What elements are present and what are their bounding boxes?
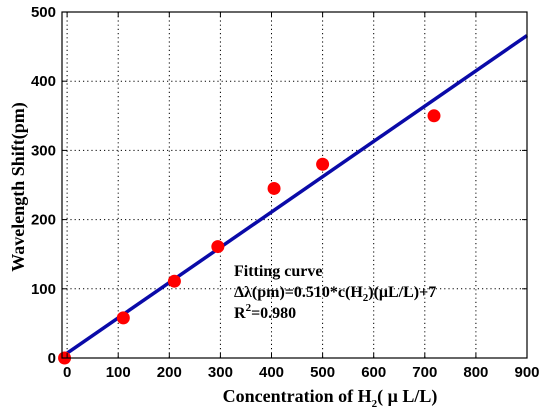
x-tick-label: 200 — [157, 364, 182, 381]
y-tick-label: 500 — [31, 4, 56, 21]
fit-annotation: Fitting curve Δλ(pm)=0.510*c(H2)(μL/L)+7… — [234, 263, 436, 322]
annotation-line-2: Δλ(pm)=0.510*c(H2)(μL/L)+7 — [234, 284, 436, 304]
x-tick-label: 700 — [412, 364, 437, 381]
data-points-layer — [58, 109, 441, 365]
y-tick-label: 0 — [48, 350, 56, 367]
x-tick-labels: 0 100 200 300 400 500 600 700 800 900 — [63, 364, 540, 381]
data-point — [167, 274, 181, 288]
y-tick-label: 200 — [31, 212, 56, 229]
fit-line — [61, 34, 528, 359]
data-point — [427, 109, 441, 123]
annotation-line-3: R2=0.980 — [234, 302, 296, 322]
y-tick-label: 300 — [31, 142, 56, 159]
data-point — [316, 157, 330, 171]
plot-frame — [61, 11, 528, 359]
x-tick-label: 100 — [106, 364, 131, 381]
x-tick-label: 800 — [463, 364, 488, 381]
y-tick-labels: 0 100 200 300 400 500 — [31, 4, 56, 367]
x-tick-label: 0 — [63, 364, 71, 381]
y-tick-label: 400 — [31, 73, 56, 90]
x-axis-title: Concentration of H2( μ L/L) — [223, 386, 438, 410]
axis-ticks — [62, 11, 528, 359]
x-tick-label: 300 — [208, 364, 233, 381]
y-tick-label: 100 — [31, 281, 56, 298]
x-tick-label: 500 — [310, 364, 335, 381]
annotation-line-1: Fitting curve — [234, 263, 322, 280]
x-tick-label: 900 — [514, 364, 539, 381]
x-tick-label: 400 — [259, 364, 284, 381]
data-point — [211, 240, 225, 254]
data-point — [267, 181, 281, 195]
x-tick-label: 600 — [361, 364, 386, 381]
y-axis-title: Wavelength Shift(pm) — [8, 102, 29, 272]
data-point — [116, 311, 130, 325]
fit-line-layer — [61, 34, 528, 359]
